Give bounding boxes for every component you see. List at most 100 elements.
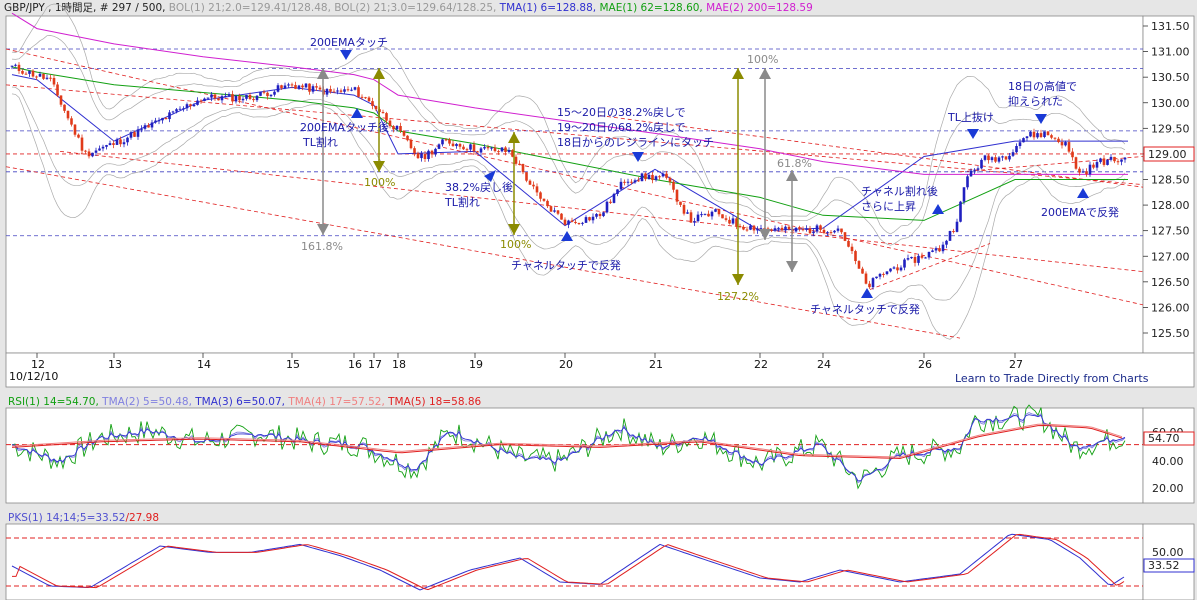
candle-body — [840, 228, 843, 233]
candle-body — [1011, 152, 1015, 156]
candle-body — [843, 232, 847, 241]
candle-body — [521, 164, 525, 173]
price-axis[interactable] — [1142, 15, 1195, 354]
candle-body — [143, 125, 147, 129]
candle-body — [507, 150, 511, 152]
candle-body — [353, 87, 357, 90]
candle-body — [1039, 133, 1043, 137]
candle-body — [997, 157, 1001, 162]
candle-body — [178, 108, 182, 110]
candle-body — [784, 226, 787, 231]
rsi-plot-area[interactable] — [5, 407, 1144, 504]
candle-body — [119, 139, 122, 145]
candle-body — [1106, 159, 1109, 165]
candle-body — [749, 225, 752, 230]
candle-body — [1116, 161, 1120, 163]
annotation-pct618: 61.8% — [777, 157, 812, 170]
marker-up-icon — [1077, 188, 1089, 198]
date-tick-label: 20 — [559, 358, 573, 371]
pks-plot-area[interactable] — [5, 523, 1144, 600]
candle-body — [1046, 131, 1050, 136]
candle-body — [864, 273, 868, 284]
candle-body — [962, 187, 966, 202]
candle-body — [413, 148, 416, 154]
candle-body — [367, 97, 371, 102]
candle-body — [266, 92, 269, 97]
candle-body — [780, 227, 784, 231]
learn-link[interactable]: Learn to Trade Directly from Charts — [955, 372, 1149, 385]
price-tick-label: 129.50 — [1151, 122, 1190, 135]
pks-legend-signal: /27.98 — [125, 512, 159, 524]
candle-body — [199, 100, 203, 102]
candle-body — [1109, 156, 1113, 160]
marker-down-icon — [340, 50, 352, 60]
rsi-tma3-line — [11, 414, 1126, 482]
candle-body — [304, 83, 308, 88]
arrow-head-down-icon — [732, 274, 744, 285]
pks-legend-name: PKS(1) 14;14;5= — [8, 512, 95, 524]
candle-body — [262, 91, 266, 93]
candle-body — [665, 173, 668, 178]
candle-body — [591, 216, 595, 221]
candle-body — [206, 97, 210, 99]
candle-body — [343, 89, 346, 92]
pks-lines — [6, 533, 1143, 591]
candle-body — [182, 108, 185, 110]
candle-body — [399, 125, 402, 131]
candle-body — [920, 255, 924, 258]
candle-body — [577, 223, 581, 225]
candle-body — [129, 132, 133, 138]
candle-body — [486, 147, 490, 149]
candle-body — [556, 210, 560, 214]
candle-body — [549, 206, 553, 212]
marker-up-icon — [861, 288, 873, 298]
candle-body — [714, 209, 717, 212]
header-bol2: BOL(2) 21;3.0=129.64/128.25, — [331, 2, 496, 14]
candle-body — [994, 157, 997, 162]
candle-body — [633, 180, 637, 183]
marker-up-icon — [351, 108, 363, 118]
candle-body — [742, 227, 745, 230]
candle-body — [1001, 156, 1004, 158]
header-bol1: BOL(1) 21;2.0=129.41/128.48, — [165, 2, 330, 14]
candle-body — [1004, 156, 1008, 160]
candle-body — [52, 77, 56, 85]
candle-body — [388, 120, 392, 127]
header-symbol: GBP/JPY , 1時間足, # 297 / 500, — [4, 2, 165, 14]
candle-body — [31, 70, 35, 77]
main-plot-area[interactable] — [5, 15, 1144, 354]
candle-body — [451, 143, 455, 147]
candle-body — [773, 228, 777, 231]
candle-body — [1060, 142, 1064, 146]
candle-body — [857, 261, 861, 269]
candle-body — [976, 168, 980, 170]
candle-body — [658, 176, 661, 178]
candle-body — [707, 213, 710, 217]
rsi-legend: RSI(1) 14=54.70, TMA(2) 5=50.48, TMA(3) … — [8, 396, 482, 408]
annotation-retr382-1: 38.2%戻し後 — [445, 180, 513, 194]
candle-body — [896, 267, 899, 271]
candle-body — [1008, 155, 1011, 160]
annotation-high18-1: 18日の高値で — [1008, 79, 1077, 93]
candle-body — [276, 85, 280, 92]
candle-body — [959, 201, 962, 222]
date-tick-label: 16 — [348, 358, 362, 371]
candle-body — [910, 256, 913, 259]
candle-body — [332, 91, 336, 93]
candle-body — [980, 159, 983, 169]
candle-body — [406, 135, 409, 141]
candle-body — [672, 181, 675, 190]
candle-body — [889, 268, 892, 272]
candle-body — [294, 85, 297, 89]
candle-body — [273, 91, 276, 95]
candle-body — [224, 95, 227, 97]
candle-body — [28, 70, 31, 74]
candle-body — [469, 144, 472, 150]
candle-body — [1113, 156, 1116, 162]
candle-body — [325, 89, 329, 95]
candle-body — [647, 174, 651, 180]
candle-body — [287, 84, 290, 86]
candle-body — [588, 217, 591, 221]
arrow-head-up-icon — [317, 68, 329, 79]
